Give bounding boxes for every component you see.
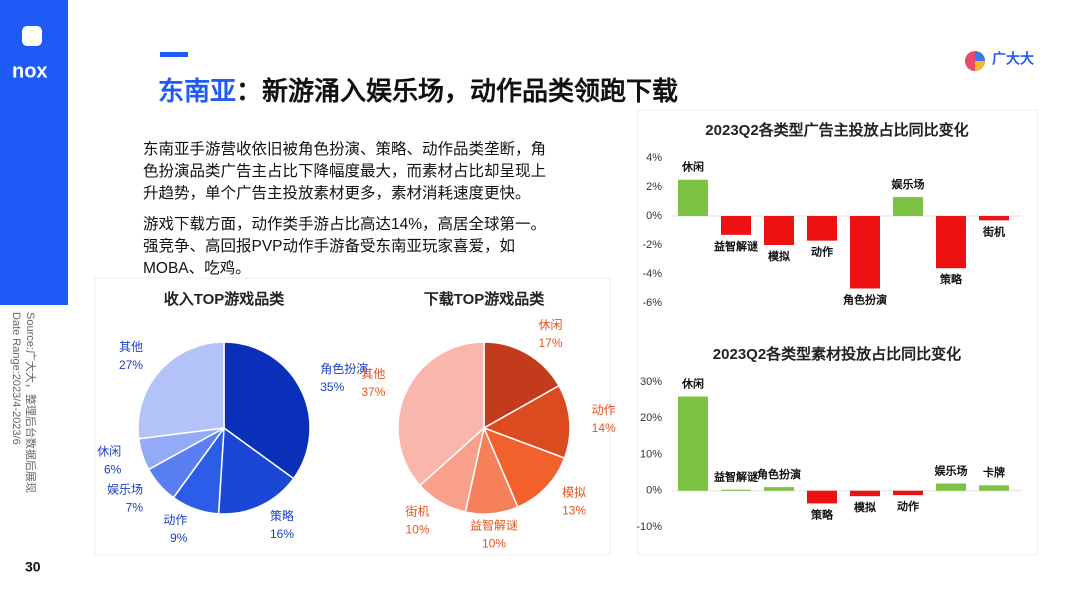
paragraph: 东南亚手游营收依旧被角色扮演、策略、动作品类垄断，角色扮演品类广告主占比下降幅度…	[143, 141, 547, 202]
slice-label: 休闲	[97, 445, 121, 459]
slice-label: 娱乐场	[107, 483, 143, 497]
bar-category: 角色扮演	[843, 292, 887, 306]
bar	[850, 216, 880, 289]
bar	[721, 216, 751, 235]
logo-icon	[22, 26, 42, 46]
slice-value: 16%	[270, 527, 294, 541]
bar	[936, 216, 966, 269]
bar-category: 动作	[897, 499, 919, 513]
bar	[807, 216, 837, 241]
pie-title: 收入TOP游戏品类	[164, 290, 286, 308]
bar-category: 休闲	[681, 160, 704, 174]
slice-value: 6%	[104, 463, 122, 477]
paragraph: 游戏下载方面，动作类手游占比高达14%，高居全球第一。强竞争、高回报PVP动作手…	[143, 216, 547, 277]
slice-label: 动作	[592, 403, 616, 417]
page-number: 30	[25, 559, 41, 575]
bar	[764, 216, 794, 245]
bar-category: 娱乐场	[892, 177, 925, 191]
slice-value: 14%	[592, 421, 616, 435]
bar	[850, 490, 880, 497]
slice-value: 27%	[119, 358, 143, 372]
source: Source:广大大，整理后台数据后展现	[24, 312, 38, 493]
y-tick-label: -4%	[642, 268, 662, 280]
bar-category: 模拟	[768, 249, 790, 263]
bar-category: 策略	[939, 272, 963, 286]
y-tick-label: -6%	[642, 297, 662, 309]
bar	[893, 197, 923, 216]
y-tick-label: 4%	[646, 152, 662, 164]
bar-category: 街机	[982, 224, 1005, 238]
side-band	[0, 0, 68, 305]
bar-title: 2023Q2各类型广告主投放占比同比变化	[705, 121, 968, 139]
slice-label: 策略	[270, 508, 294, 523]
pie-slice	[483, 341, 560, 430]
bar-category: 角色扮演	[757, 467, 801, 481]
bar-category: 娱乐场	[935, 463, 968, 477]
pie-slice	[397, 341, 485, 487]
logo-right: 广大大	[992, 51, 1034, 67]
pie-slice	[482, 426, 566, 509]
slice-label: 角色扮演	[320, 361, 368, 376]
title-prefix: 东南亚	[158, 76, 236, 106]
slice-label: 其他	[119, 340, 143, 354]
slice-value: 9%	[170, 531, 188, 545]
bar	[936, 483, 966, 491]
logo-right-icon-part	[975, 51, 985, 61]
bar	[764, 487, 794, 491]
title-rest: ：新游涌入娱乐场，动作品类领跑下载	[236, 76, 678, 106]
bar	[979, 216, 1009, 221]
bar-category: 策略	[810, 507, 834, 521]
slice-label: 休闲	[538, 318, 562, 332]
pie-title: 下载TOP游戏品类	[424, 290, 546, 308]
logo-right-icon-part	[975, 61, 985, 71]
bar	[678, 396, 708, 491]
pie-slice	[482, 384, 571, 460]
y-tick-label: -2%	[642, 239, 662, 251]
slice-value: 37%	[361, 385, 385, 399]
bar	[721, 489, 751, 491]
bar-category: 模拟	[854, 500, 876, 514]
y-tick-label: 10%	[640, 448, 662, 460]
slice-label: 其他	[361, 367, 385, 381]
pie-slice	[223, 341, 311, 480]
y-tick-label: 0%	[646, 210, 662, 222]
slice-value: 7%	[126, 501, 144, 515]
bar-category: 益智解谜	[714, 239, 759, 253]
bar	[979, 485, 1009, 491]
y-tick-label: 20%	[640, 412, 662, 424]
bar-category: 益智解谜	[714, 470, 759, 484]
slice-label: 街机	[406, 504, 430, 518]
bar	[678, 179, 708, 216]
pie-slice	[137, 341, 225, 440]
y-tick-label: 0%	[646, 485, 662, 497]
slice-value: 10%	[405, 522, 429, 536]
bar	[807, 490, 837, 504]
slice-label: 模拟	[562, 486, 586, 500]
slice-value: 35%	[320, 380, 344, 394]
date-range: Date Range:2023/4-2023/6	[10, 312, 22, 445]
pie-slice	[217, 426, 295, 515]
y-tick-label: -10%	[636, 521, 662, 533]
y-tick-label: 30%	[640, 376, 662, 388]
bar-category: 动作	[811, 245, 833, 259]
bar-title: 2023Q2各类型素材投放占比同比变化	[713, 345, 961, 363]
bar-category: 休闲	[681, 376, 704, 390]
page-title: 东南亚：新游涌入娱乐场，动作品类领跑下载	[158, 76, 678, 106]
slice-value: 10%	[482, 537, 506, 551]
slice-label: 益智解谜	[470, 518, 518, 533]
title-dash	[160, 52, 188, 57]
slice-value: 17%	[538, 336, 562, 350]
bar	[893, 490, 923, 496]
slice-label: 动作	[163, 513, 187, 527]
slice-value: 13%	[562, 504, 586, 518]
bar-category: 卡牌	[983, 465, 1005, 479]
y-tick-label: 2%	[646, 181, 662, 193]
logo-left: nox	[12, 60, 48, 82]
